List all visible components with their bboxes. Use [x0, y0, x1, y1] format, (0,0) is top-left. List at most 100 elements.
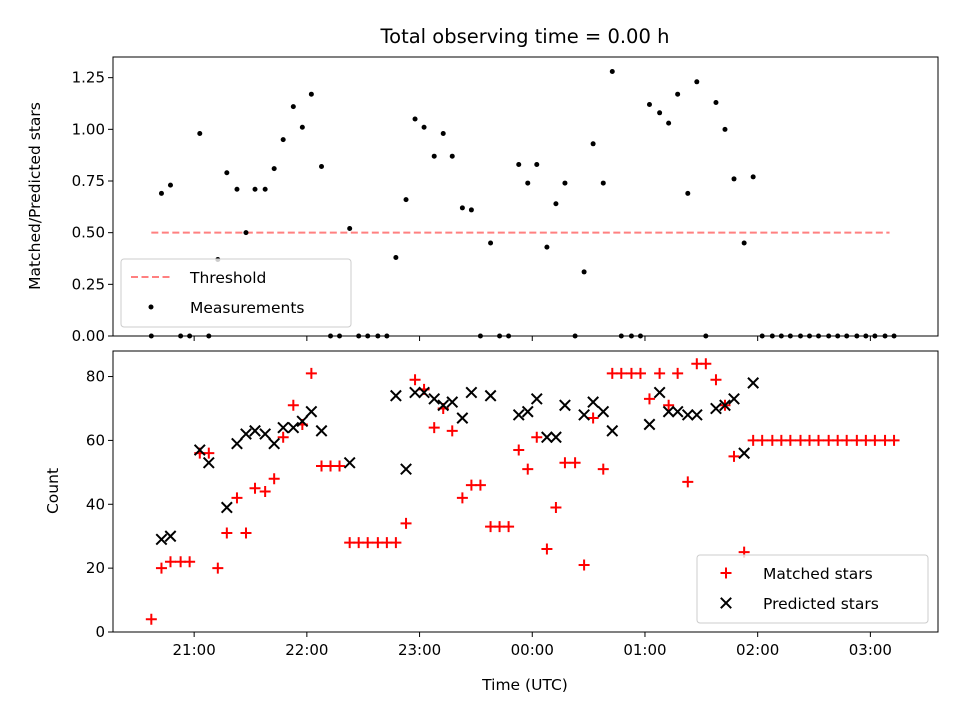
matched-star-point — [672, 367, 684, 379]
matched-star-point — [654, 367, 666, 379]
measurement-point — [158, 190, 164, 196]
matched-star-point — [334, 460, 346, 472]
measurement-point — [488, 240, 494, 246]
measurement-point — [534, 161, 540, 167]
bottom-x-tick-label: 01:00 — [623, 641, 666, 659]
bottom-panel: 0 20 40 60 80 21:00 22:00 23:00 00:00 01:00 02:00 0… — [44, 350, 939, 694]
bottom-y-tick-label: 20 — [86, 559, 105, 577]
measurement-point — [581, 269, 587, 275]
predicted-star-point — [231, 437, 243, 450]
predicted-star-point — [747, 377, 760, 389]
matched-star-point — [578, 559, 590, 571]
legend-measurements-label: Measurements — [190, 299, 305, 317]
measurement-point — [600, 180, 606, 186]
top-panel: 0.00 0.25 0.50 0.75 1.00 1.25 Matched/Predict… — [26, 56, 939, 345]
measurement-point — [685, 190, 691, 196]
predicted-star-point — [446, 396, 459, 408]
predicted-star-point — [193, 444, 206, 456]
top-legend: Threshold Measurements — [120, 258, 352, 328]
measurement-point — [516, 161, 522, 167]
matched-star-point — [145, 613, 157, 625]
matched-star-point — [643, 393, 655, 405]
measurement-point — [750, 174, 756, 180]
matched-star-point — [221, 527, 233, 539]
legend-predicted-swatch — [720, 597, 732, 609]
bottom-x-tick-label: 03:00 — [849, 641, 892, 659]
measurement-point — [449, 153, 455, 159]
measurement-point — [440, 130, 446, 136]
matched-star-point — [728, 450, 740, 462]
top-legend-box — [120, 258, 352, 328]
predicted-star-point — [728, 392, 740, 405]
predicted-star-point — [587, 396, 600, 408]
predicted-star-point — [315, 424, 328, 437]
top-y-tick-label: 0.25 — [72, 275, 105, 293]
bottom-x-tick-label: 23:00 — [398, 641, 441, 659]
measurement-point — [468, 207, 474, 213]
measurement-point — [713, 99, 719, 105]
measurement-point — [262, 186, 268, 192]
legend-matched-label: Matched stars — [763, 565, 873, 583]
measurement-point — [167, 182, 173, 188]
measurement-point — [609, 68, 615, 74]
predicted-star-point — [220, 501, 233, 514]
matched-star-point — [710, 374, 722, 386]
predicted-star-point — [521, 405, 534, 418]
matched-star-point — [474, 479, 486, 491]
measurement-point — [319, 164, 325, 170]
matched-star-point — [663, 399, 675, 411]
measurement-point — [525, 180, 531, 186]
predicted-star-point — [578, 408, 591, 421]
matched-star-point — [203, 447, 215, 459]
chart-title: Total observing time = 0.00 h — [380, 25, 670, 48]
matched-star-point — [164, 556, 176, 568]
predicted-star-point — [512, 408, 525, 421]
measurement-point — [741, 240, 747, 246]
matched-star-point — [287, 399, 299, 411]
matched-star-point — [212, 562, 224, 574]
matched-star-point — [409, 374, 421, 386]
bottom-legend-box — [696, 554, 929, 624]
measurement-point — [197, 130, 203, 136]
matched-star-point — [634, 367, 646, 379]
measurement-point — [722, 126, 728, 132]
predicted-star-point — [428, 392, 441, 405]
measurement-point — [290, 104, 296, 110]
measurement-point — [731, 176, 737, 182]
matched-star-point — [682, 476, 694, 488]
predicted-star-point — [400, 463, 412, 476]
matched-star-point — [259, 486, 271, 497]
predicted-star-point — [296, 415, 309, 428]
measurement-point — [347, 226, 353, 232]
predicted-star-point — [249, 424, 261, 437]
matched-star-point — [249, 482, 261, 494]
bottom-legend: Matched stars Predicted stars — [696, 554, 929, 624]
measurement-point — [590, 141, 596, 147]
matched-star-point — [184, 556, 196, 568]
measurement-point — [421, 124, 427, 130]
legend-threshold-label: Threshold — [189, 269, 266, 287]
matched-star-point — [531, 431, 543, 443]
predicted-star-point — [690, 408, 703, 421]
matched-star-point — [587, 412, 599, 424]
matched-star-point — [888, 434, 900, 446]
predicted-star-point — [550, 431, 562, 444]
measurement-point — [657, 110, 663, 116]
measurement-point — [234, 186, 240, 192]
matched-star-point — [869, 434, 881, 446]
predicted-star-point — [418, 386, 430, 399]
measurement-point — [694, 79, 700, 85]
predicted-star-point — [259, 428, 272, 440]
matched-star-point — [240, 527, 252, 539]
bottom-y-tick-label: 60 — [86, 431, 105, 449]
top-y-tick-label: 1.00 — [72, 120, 105, 138]
measurement-point — [666, 120, 672, 126]
matched-star-point — [155, 562, 167, 574]
measurement-point — [224, 170, 230, 176]
matched-star-point — [503, 521, 515, 533]
predicted-star-point — [155, 533, 168, 546]
bottom-x-tick-label: 00:00 — [511, 641, 554, 659]
measurement-point — [393, 254, 399, 260]
measurement-point — [562, 180, 568, 186]
measurement-point — [252, 186, 258, 192]
